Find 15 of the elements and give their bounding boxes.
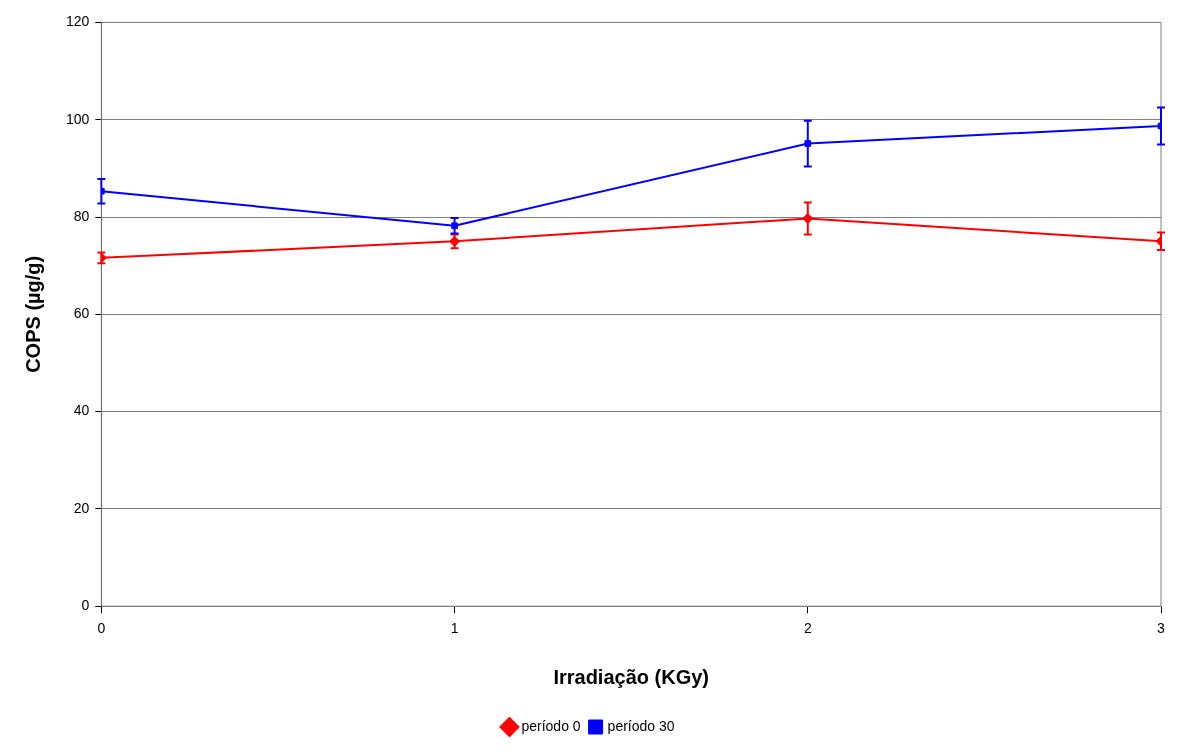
legend-label: período 0 xyxy=(521,717,581,734)
y-axis-title: COPS (µg/g) xyxy=(21,255,44,373)
y-tick-label: 60 xyxy=(73,305,90,322)
y-tick-label: 100 xyxy=(66,110,90,127)
y-tick-label: 40 xyxy=(73,402,90,419)
x-tick-label: 1 xyxy=(450,620,459,637)
x-tick-label: 2 xyxy=(803,620,812,637)
y-tick-label: 120 xyxy=(66,13,90,30)
x-tick-label: 0 xyxy=(97,620,106,637)
x-axis-title: Irradiação (KGy) xyxy=(553,665,709,688)
x-tick-label: 3 xyxy=(1157,620,1166,637)
legend-label: período 30 xyxy=(607,717,675,734)
y-tick-label: 0 xyxy=(81,597,90,614)
y-tick-label: 20 xyxy=(73,499,90,516)
y-tick-label: 80 xyxy=(73,207,90,224)
